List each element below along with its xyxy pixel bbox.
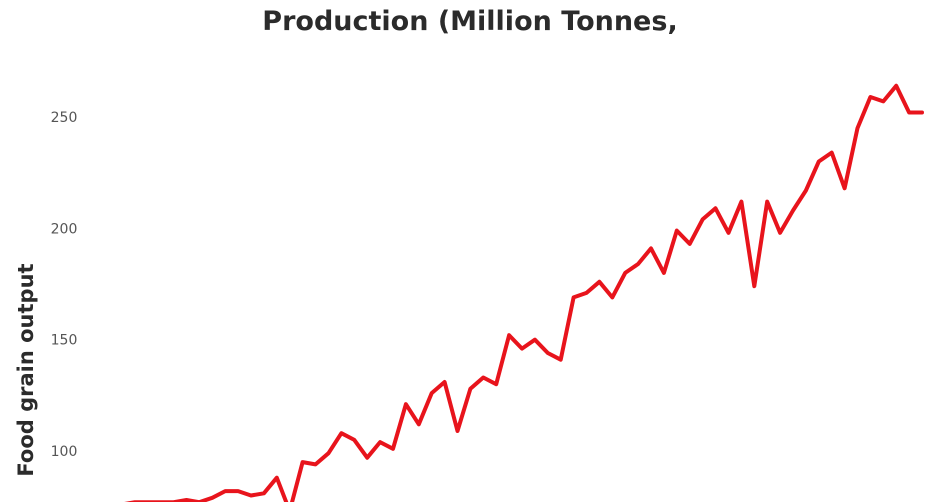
series-line [124, 83, 924, 502]
series-group [124, 83, 924, 502]
y-tick-label: 150 [51, 333, 78, 349]
y-axis-label: Food grain output [14, 263, 38, 476]
y-tick-label: 250 [51, 110, 78, 126]
y-axis-ticks: 250 200 150 100 [51, 110, 78, 460]
y-tick-label: 100 [51, 444, 78, 460]
y-tick-label: 200 [51, 221, 78, 237]
chart-title: Production (Million Tonnes, [262, 6, 677, 37]
